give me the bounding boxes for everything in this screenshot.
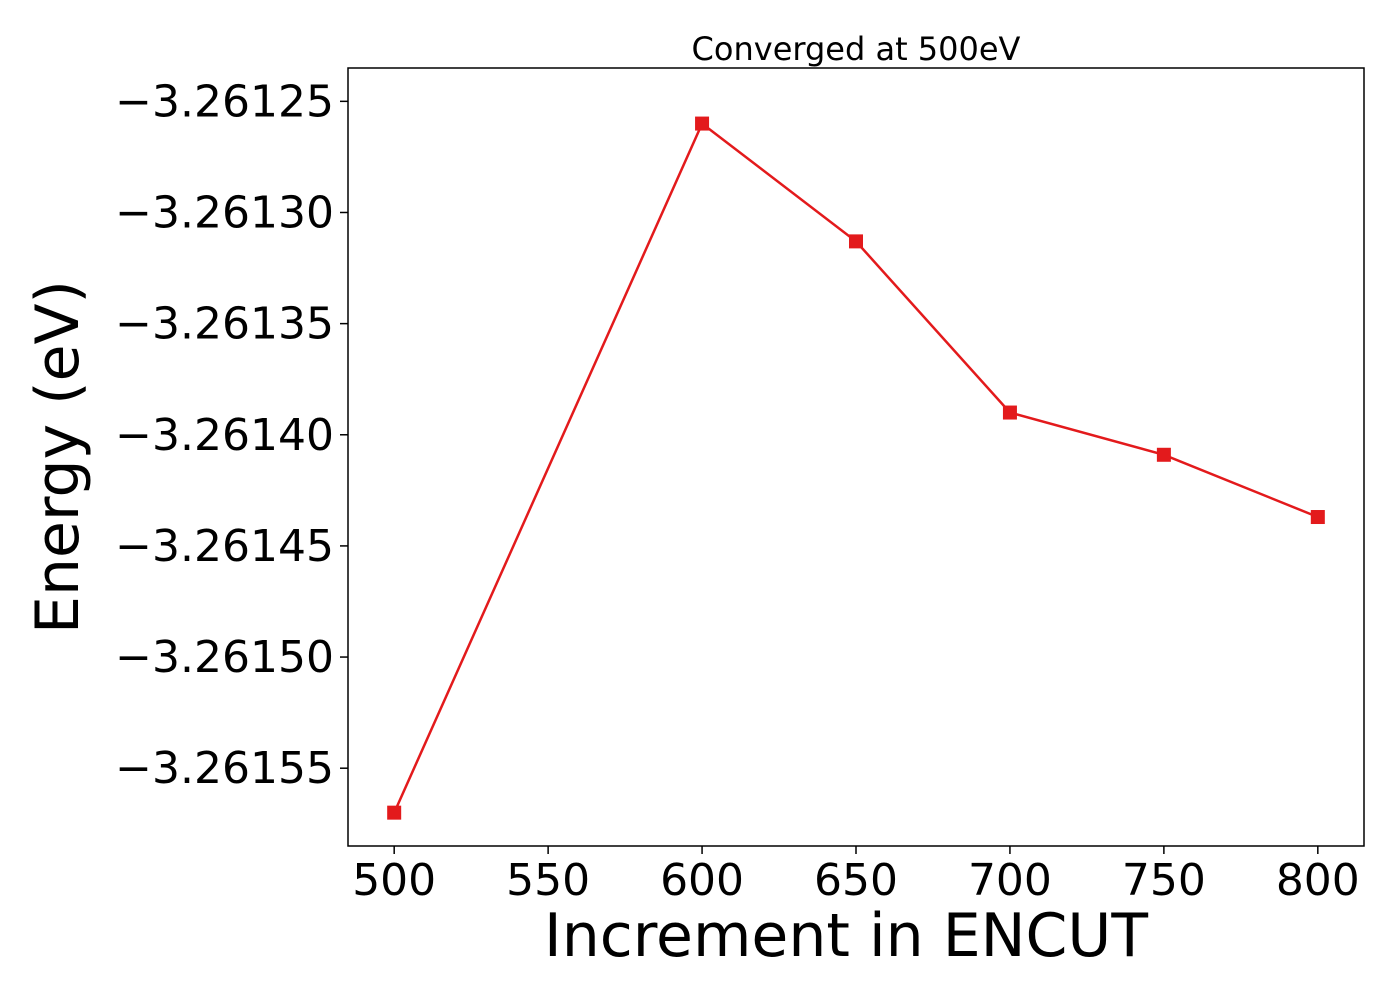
data-point <box>1310 510 1325 525</box>
y-tick-label: −3.26145 <box>115 521 334 572</box>
data-point <box>1002 405 1017 420</box>
y-axis-title: Energy (eV) <box>23 280 93 634</box>
x-tick-label: 650 <box>814 855 898 906</box>
y-tick-label: −3.26150 <box>115 632 334 683</box>
x-axis: 500 550 600 650 700 750 800 <box>352 846 1360 906</box>
series-layer <box>387 116 1325 820</box>
data-point <box>387 805 402 820</box>
y-tick-label: −3.26130 <box>115 187 334 238</box>
data-point <box>695 116 710 131</box>
x-axis-title: Increment in ENCUT <box>544 901 1148 971</box>
y-tick-label: −3.26155 <box>115 743 334 794</box>
y-axis: −3.26125 −3.26130 −3.26135 −3.26140 −3.26145… <box>115 76 348 794</box>
x-tick-label: 700 <box>968 855 1052 906</box>
chart-title: Converged at 500eV <box>692 30 1021 68</box>
x-tick-label: 550 <box>506 855 590 906</box>
plot-frame <box>347 67 1365 847</box>
x-tick-label: 750 <box>1122 855 1206 906</box>
data-point <box>1156 447 1171 462</box>
y-tick-label: −3.26125 <box>115 76 334 127</box>
x-tick-label: 600 <box>660 855 744 906</box>
series-line <box>393 121 1319 814</box>
y-tick-label: −3.26140 <box>115 410 334 461</box>
data-point <box>849 234 863 249</box>
y-tick-label: −3.26135 <box>115 299 334 350</box>
x-tick-label: 800 <box>1276 855 1360 906</box>
x-tick-label: 500 <box>352 855 436 906</box>
